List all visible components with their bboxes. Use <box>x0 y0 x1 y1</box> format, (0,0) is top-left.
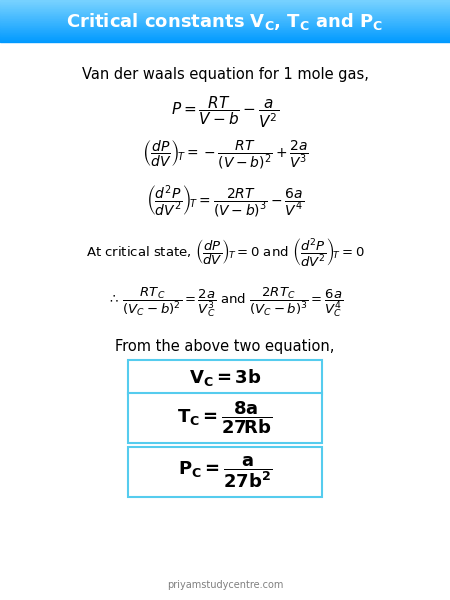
Text: $\therefore\, \dfrac{RT_C}{(V_C - b)^2} = \dfrac{2a}{V_C^3}$ and $\dfrac{2RT_C}{: $\therefore\, \dfrac{RT_C}{(V_C - b)^2} … <box>107 285 343 319</box>
Text: priyamstudycentre.com: priyamstudycentre.com <box>167 580 283 590</box>
Text: $\mathbf{P_C = \dfrac{a}{27b^2}}$: $\mathbf{P_C = \dfrac{a}{27b^2}}$ <box>178 454 272 490</box>
Bar <box>0 8 450 9</box>
Bar <box>0 29 450 30</box>
Bar <box>0 13 450 14</box>
Bar <box>0 4 450 5</box>
Bar <box>0 21 450 22</box>
Bar <box>0 25 450 26</box>
Bar <box>128 447 322 497</box>
Text: $\mathbf{V_C = 3b}$: $\mathbf{V_C = 3b}$ <box>189 367 261 388</box>
Bar <box>0 6 450 7</box>
Text: From the above two equation,: From the above two equation, <box>115 340 335 355</box>
Bar <box>0 28 450 29</box>
Bar <box>128 360 322 394</box>
Bar <box>0 36 450 37</box>
Text: $\left(\dfrac{d^2P}{dV^2}\right)_{\!T} = \dfrac{2RT}{(V-b)^3} - \dfrac{6a}{V^4}$: $\left(\dfrac{d^2P}{dV^2}\right)_{\!T} =… <box>146 184 304 220</box>
Bar <box>0 3 450 4</box>
Bar <box>0 5 450 6</box>
Bar <box>0 18 450 19</box>
Bar <box>0 2 450 3</box>
Bar <box>0 10 450 11</box>
Bar <box>0 37 450 38</box>
Bar <box>0 32 450 33</box>
Bar <box>0 38 450 39</box>
Bar <box>0 20 450 21</box>
Text: Van der waals equation for 1 mole gas,: Van der waals equation for 1 mole gas, <box>81 67 369 82</box>
Bar <box>0 33 450 34</box>
Bar <box>0 17 450 18</box>
Bar <box>0 39 450 40</box>
Bar <box>0 40 450 41</box>
Text: $\mathbf{T_C = \dfrac{8a}{27Rb}}$: $\mathbf{T_C = \dfrac{8a}{27Rb}}$ <box>177 400 273 436</box>
Bar <box>0 0 450 1</box>
Bar <box>0 12 450 13</box>
Bar <box>0 24 450 25</box>
Text: $\left(\dfrac{dP}{dV}\right)_{\!T} = -\dfrac{RT}{(V-b)^2} + \dfrac{2a}{V^3}$: $\left(\dfrac{dP}{dV}\right)_{\!T} = -\d… <box>142 139 308 172</box>
Bar <box>0 30 450 31</box>
Bar <box>0 1 450 2</box>
Bar <box>0 34 450 35</box>
Bar <box>0 19 450 20</box>
Bar <box>0 27 450 28</box>
Bar <box>0 26 450 27</box>
Bar <box>0 41 450 42</box>
Bar <box>0 23 450 24</box>
Bar <box>0 22 450 23</box>
Bar <box>0 14 450 16</box>
Bar <box>128 393 322 443</box>
Text: $P = \dfrac{RT}{V - b} - \dfrac{a}{V^2}$: $P = \dfrac{RT}{V - b} - \dfrac{a}{V^2}$ <box>171 94 279 130</box>
Bar <box>0 9 450 10</box>
Text: Critical constants $\mathbf{V_C}$, $\mathbf{T_C}$ and $\mathbf{P_C}$: Critical constants $\mathbf{V_C}$, $\mat… <box>66 10 384 31</box>
Bar <box>0 7 450 8</box>
Bar <box>0 16 450 17</box>
Bar <box>0 11 450 12</box>
Bar <box>0 35 450 36</box>
Bar <box>0 31 450 32</box>
Text: At critical state, $\left(\dfrac{dP}{dV}\right)_{\!T} = 0$ and $\left(\dfrac{d^2: At critical state, $\left(\dfrac{dP}{dV}… <box>86 236 365 268</box>
